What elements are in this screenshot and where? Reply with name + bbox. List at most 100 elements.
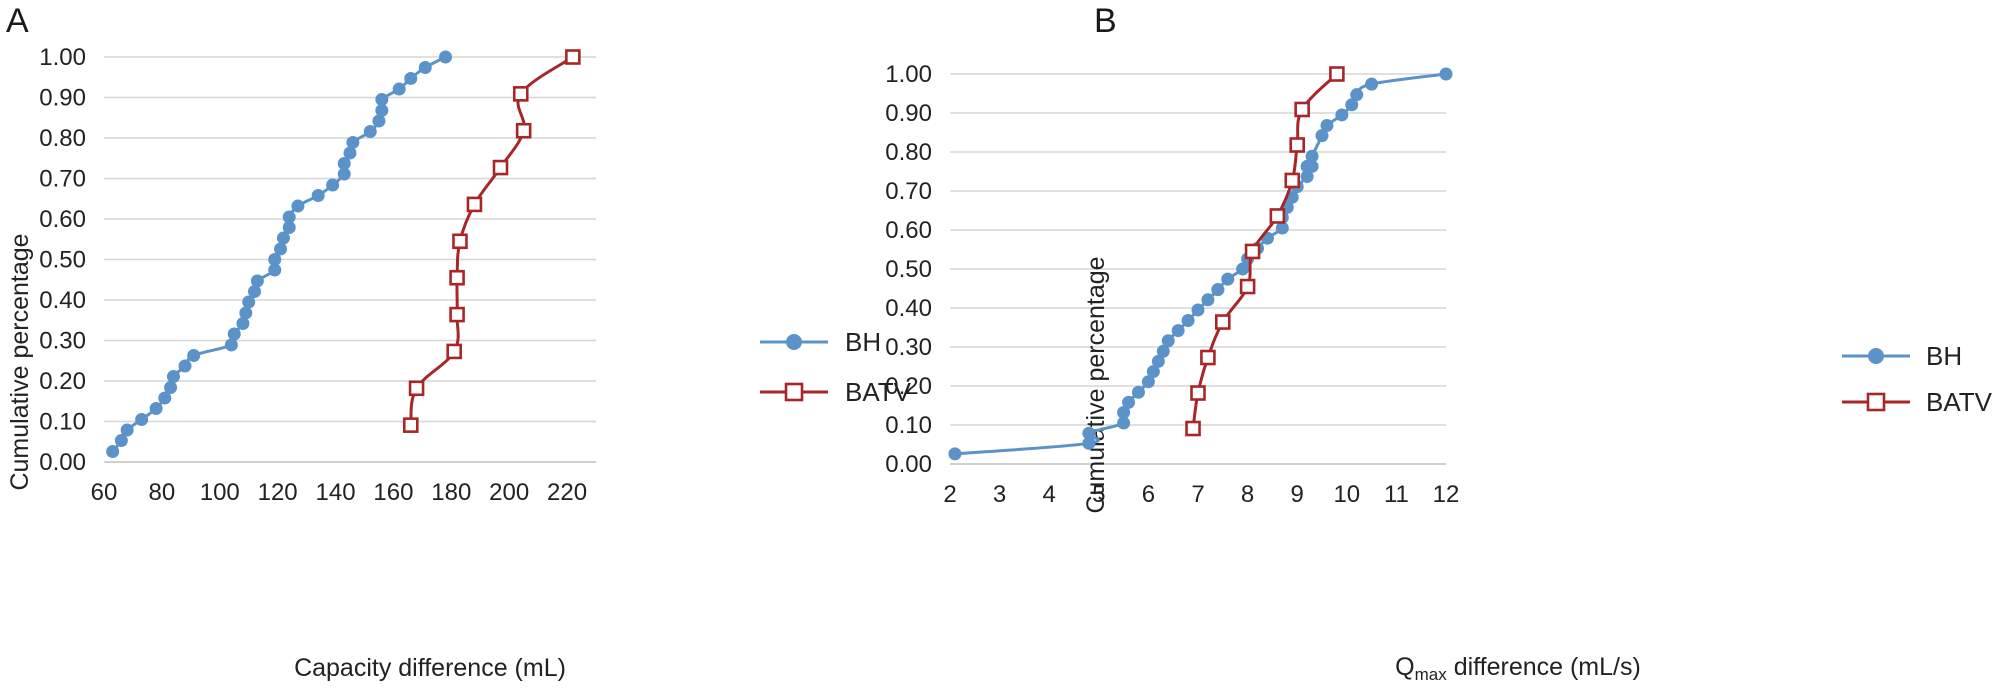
x-tick-label: 220: [547, 479, 587, 506]
x-tick-label: 7: [1191, 481, 1204, 508]
panel-b: B 0.000.100.200.300.400.500.600.700.800.…: [885, 2, 1992, 684]
panel-a-y-axis-title: Cumulative percentage: [6, 233, 34, 490]
legend-label-batv: BATV: [845, 377, 912, 407]
data-point-bh: [274, 242, 288, 256]
x-tick-label: 180: [431, 479, 471, 506]
panel-b-y-axis-title: Cumulative percentage: [1082, 256, 1110, 513]
panel-b-gridlines: [950, 73, 1446, 465]
x-tick-label: 4: [1043, 481, 1056, 508]
panel-a-legend: BH BATV: [760, 327, 912, 407]
data-point-batv: [492, 159, 509, 176]
x-tick-label: 11: [1384, 481, 1409, 508]
legend-label-bh: BH: [1926, 341, 1962, 371]
data-point-bh: [363, 125, 377, 139]
panel-b-x-axis-title: Qmax difference (mL/s): [1395, 653, 1641, 684]
data-point-bh: [1320, 118, 1334, 132]
y-tick-label: 0.40: [885, 295, 932, 322]
data-point-batv: [1294, 101, 1310, 118]
x-tick-label: 2: [943, 481, 956, 508]
data-point-batv: [1289, 137, 1305, 153]
data-point-bh: [1171, 324, 1185, 338]
data-point-bh: [1300, 159, 1314, 173]
data-point-bh: [1156, 344, 1170, 358]
data-point-bh: [164, 380, 178, 394]
data-point-bh: [247, 284, 261, 298]
data-point-batv: [1284, 172, 1301, 189]
data-point-batv: [1244, 243, 1261, 260]
data-point-bh: [372, 114, 386, 128]
data-point-bh: [282, 210, 296, 224]
panel-a-y-tick-labels: 0.00 0.10 0.20 0.30 0.40 0.50 0.60 0.70 0.80 0.90…: [39, 44, 86, 476]
x-tick-label: 120: [258, 479, 298, 506]
legend-marker-batv: [784, 382, 804, 402]
data-point-bh: [1221, 272, 1235, 286]
data-point-bh: [1275, 221, 1289, 235]
data-point-bh: [224, 338, 238, 352]
y-tick-label: 0.10: [885, 412, 932, 439]
y-tick-label: 0.80: [885, 139, 932, 166]
data-point-bh: [239, 306, 253, 320]
y-tick-label: 0.20: [39, 368, 86, 395]
legend-marker-batv: [1866, 392, 1886, 412]
panel-b-x-axis-title-q: Q: [1395, 653, 1414, 681]
panel-a-x-axis-title: Capacity difference (mL): [294, 654, 566, 682]
y-tick-label: 0.30: [885, 334, 932, 361]
x-tick-label: 80: [149, 479, 176, 506]
panel-b-series: [948, 66, 1453, 461]
x-tick-label: 12: [1433, 481, 1460, 508]
data-point-batv: [1185, 420, 1201, 437]
x-tick-label: 6: [1142, 481, 1155, 508]
x-tick-label: 5: [1092, 481, 1105, 508]
panel-a-x-tick-labels: 60 80 100 120 140 160 180 200 220: [91, 479, 587, 506]
panel-b-letter: B: [1094, 2, 1117, 40]
data-point-bh: [1151, 354, 1165, 368]
data-point-batv: [1190, 385, 1206, 401]
data-point-bh: [1117, 416, 1131, 430]
data-point-bh: [1305, 149, 1319, 163]
data-point-batv: [452, 233, 468, 250]
data-point-bh: [1146, 365, 1160, 379]
data-point-batv: [408, 380, 425, 397]
data-point-batv: [512, 86, 529, 102]
data-point-bh: [166, 370, 180, 384]
data-point-bh: [236, 316, 250, 330]
data-point-batv: [449, 269, 465, 286]
y-tick-label: 0.80: [39, 125, 86, 152]
y-tick-label: 0.00: [885, 451, 932, 478]
data-point-bh: [1191, 303, 1205, 317]
data-point-bh: [106, 444, 120, 458]
data-point-bh: [1082, 436, 1096, 450]
y-tick-label: 0.20: [885, 373, 932, 400]
y-tick-label: 0.30: [39, 328, 86, 355]
data-point-bh: [1117, 406, 1131, 420]
data-point-bh: [1131, 385, 1145, 399]
data-point-bh: [1161, 334, 1175, 348]
data-point-bh: [1211, 283, 1225, 297]
data-point-bh: [242, 295, 256, 309]
data-point-bh: [1350, 88, 1364, 102]
panel-b-x-axis-title-rest: difference (mL/s): [1447, 653, 1641, 681]
legend-label-batv: BATV: [1926, 387, 1993, 417]
data-point-batv: [565, 49, 581, 65]
data-point-batv: [1329, 66, 1345, 82]
data-point-bh: [439, 50, 453, 64]
panel-a: A 0.000.100.200.300.400.500.600.700.800.…: [6, 2, 912, 682]
data-point-bh: [392, 82, 406, 96]
data-point-bh: [326, 178, 340, 192]
data-point-bh: [1335, 108, 1349, 122]
panel-a-series: [106, 49, 581, 458]
x-tick-label: 3: [993, 481, 1006, 508]
data-point-batv: [466, 196, 483, 213]
data-point-batv: [1200, 349, 1216, 366]
y-tick-label: 0.90: [39, 85, 86, 112]
y-tick-label: 0.00: [39, 449, 86, 476]
data-point-bh: [1201, 293, 1215, 307]
data-point-bh: [1236, 262, 1250, 276]
data-point-bh: [1365, 77, 1379, 91]
x-tick-label: 10: [1333, 481, 1360, 508]
data-point-bh: [311, 189, 325, 203]
y-tick-label: 0.40: [39, 287, 86, 314]
y-tick-label: 1.00: [885, 61, 932, 88]
